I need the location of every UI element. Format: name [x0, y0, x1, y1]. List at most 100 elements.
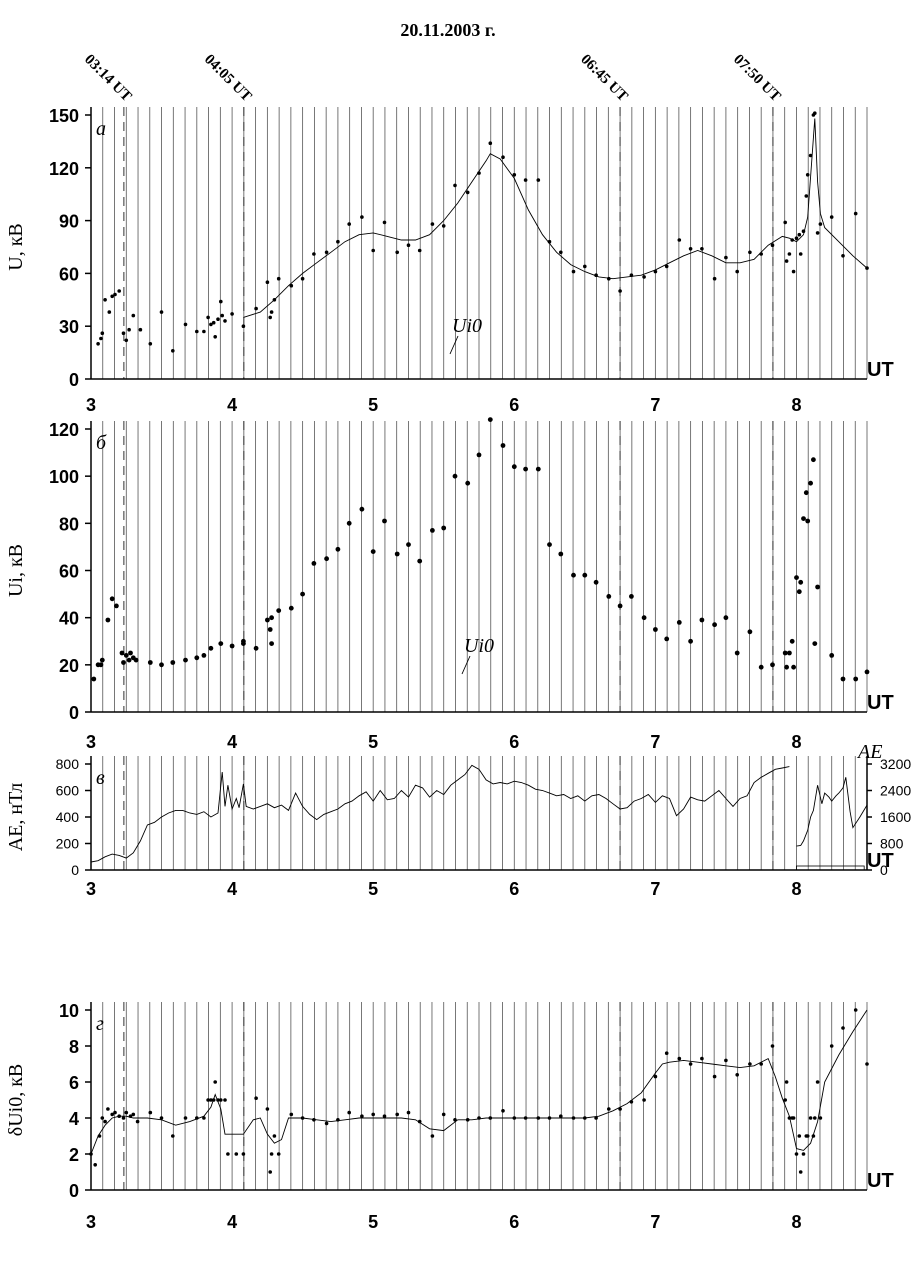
data-point [213, 1080, 217, 1084]
data-point [487, 417, 493, 422]
y-tick-label: 20 [59, 656, 79, 676]
data-point [289, 283, 294, 288]
data-point [360, 215, 364, 219]
data-point [735, 1073, 739, 1077]
ae-series-line [90, 764, 790, 863]
data-point [582, 572, 588, 578]
data-point [223, 1098, 227, 1102]
data-point [135, 1119, 140, 1124]
x-axis-label: UT [867, 1170, 894, 1192]
data-point [194, 655, 200, 661]
data-point [453, 183, 457, 188]
x-tick-label: 3 [86, 879, 96, 899]
y-tick-label: 4 [69, 1109, 79, 1129]
data-point [123, 653, 129, 658]
data-point [406, 1110, 411, 1115]
data-point [106, 1107, 110, 1111]
data-point [347, 222, 352, 226]
data-point [324, 250, 329, 255]
data-point [195, 329, 199, 334]
data-point [183, 1116, 188, 1120]
data-point [512, 173, 517, 177]
y2-tick-label: 3200 [880, 756, 911, 772]
data-points [91, 417, 870, 682]
data-point [501, 155, 505, 159]
data-point [808, 480, 813, 486]
data-point [121, 1116, 126, 1120]
data-point [864, 669, 870, 675]
y-tick-label: 2 [69, 1145, 79, 1165]
data-point [430, 528, 435, 533]
data-point [791, 269, 796, 274]
x-axis-label: UT [867, 359, 894, 381]
data-point [110, 294, 114, 299]
data-point [798, 252, 803, 256]
data-point [805, 1134, 810, 1138]
data-point [133, 657, 139, 663]
data-point [110, 1112, 114, 1117]
data-point [583, 1116, 587, 1120]
data-point [535, 466, 541, 472]
data-point [797, 232, 802, 237]
data-point [501, 1109, 505, 1113]
data-point [276, 608, 282, 613]
data-point [103, 1119, 107, 1124]
data-point [394, 551, 400, 557]
scaled-segment-frame [796, 865, 865, 871]
grid-lines [90, 1002, 868, 1190]
data-point [127, 327, 131, 332]
data-point [748, 250, 752, 255]
data-point [170, 660, 176, 665]
data-point [818, 1116, 823, 1120]
data-point [128, 1114, 133, 1118]
data-point [804, 194, 809, 198]
data-point [371, 1112, 376, 1117]
data-point [677, 238, 682, 242]
data-point [803, 490, 809, 496]
data-point [269, 641, 274, 646]
data-point [382, 1114, 387, 1118]
y-tick-label: 120 [49, 159, 79, 179]
data-point [216, 317, 220, 322]
data-point [676, 620, 682, 625]
data-point [664, 1051, 669, 1055]
data-point [805, 173, 810, 177]
data-point [300, 591, 305, 597]
data-point [452, 473, 458, 479]
data-point [523, 1116, 528, 1120]
data-point [787, 650, 792, 656]
panel-letter: в [96, 767, 105, 789]
data-point [370, 549, 376, 554]
y-tick-label: 90 [59, 212, 79, 232]
event-lines [123, 107, 774, 379]
data-point [465, 190, 470, 195]
data-point [206, 1098, 210, 1102]
data-point [770, 243, 775, 247]
y-tick-label: 10 [59, 1001, 79, 1021]
data-point [218, 641, 224, 646]
data-point [724, 1058, 728, 1063]
data-point [211, 1098, 216, 1102]
data-point [103, 298, 107, 302]
data-point [117, 289, 121, 293]
data-point [183, 322, 188, 327]
data-point [265, 280, 270, 285]
data-point [89, 1152, 93, 1156]
data-point [688, 638, 693, 644]
data-point [99, 336, 103, 341]
grid-lines [90, 756, 868, 870]
data-point [840, 676, 846, 682]
fit-curve [90, 1009, 868, 1155]
data-point [360, 1114, 364, 1118]
data-point [688, 1062, 693, 1066]
data-point [571, 1116, 576, 1120]
data-point [512, 1116, 517, 1120]
fit-curve [243, 118, 868, 318]
data-point [100, 1116, 105, 1120]
x-tick-label: 7 [650, 879, 660, 899]
data-point [536, 1116, 541, 1120]
data-point [841, 1026, 845, 1030]
x-tick-label: 8 [791, 732, 801, 752]
data-point [465, 1118, 470, 1122]
panel-letter: а [96, 118, 106, 140]
